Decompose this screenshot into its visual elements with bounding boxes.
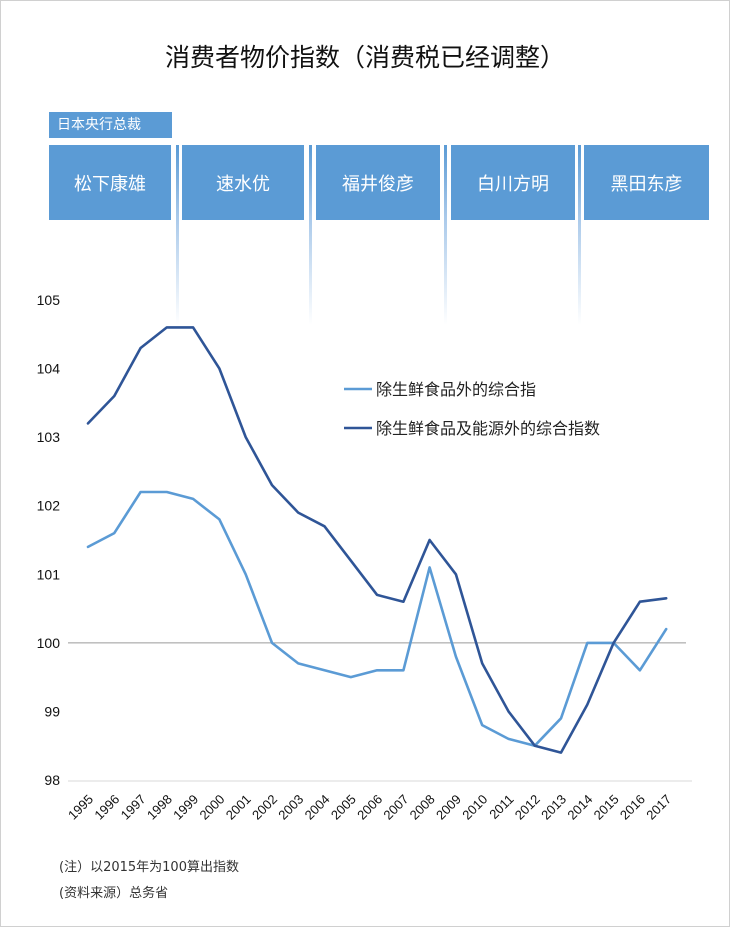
y-tick-label: 105 xyxy=(37,292,61,308)
governor-section-label: 日本央行总裁 xyxy=(49,112,172,138)
x-tick-label: 2009 xyxy=(433,792,464,823)
x-tick-label: 1997 xyxy=(118,792,149,823)
y-tick-label: 103 xyxy=(37,429,61,445)
x-tick-label: 2014 xyxy=(564,792,595,823)
x-tick-label: 2013 xyxy=(538,792,569,823)
y-tick-label: 99 xyxy=(44,703,60,719)
term-divider-4 xyxy=(578,145,581,325)
governor-box-3: 福井俊彦 xyxy=(316,145,440,220)
x-tick-label: 1999 xyxy=(170,792,201,823)
y-tick-label: 104 xyxy=(37,361,61,377)
x-tick-label: 2015 xyxy=(591,792,622,823)
series-line-1 xyxy=(86,490,668,748)
x-tick-label: 2010 xyxy=(459,792,490,823)
x-tick-label: 1995 xyxy=(65,792,96,823)
governor-box-1: 松下康雄 xyxy=(49,145,171,220)
x-tick-label: 2004 xyxy=(302,792,333,823)
series-line-2 xyxy=(86,326,668,754)
x-tick-label: 2007 xyxy=(380,792,411,823)
governor-box-2: 速水优 xyxy=(182,145,304,220)
x-tick-label: 1996 xyxy=(91,792,122,823)
x-tick-label: 2016 xyxy=(617,792,648,823)
x-tick-label: 2003 xyxy=(275,792,306,823)
x-tick-label: 2001 xyxy=(223,792,254,823)
x-tick-label: 2005 xyxy=(328,792,359,823)
x-tick-label: 2006 xyxy=(354,792,385,823)
term-divider-3 xyxy=(444,145,447,325)
y-tick-label: 98 xyxy=(44,772,60,788)
footnote-base-year: (注）以2015年为100算出指数 xyxy=(59,860,239,875)
governor-box-5: 黑田东彦 xyxy=(584,145,709,220)
footnote-source: (资料来源）总务省 xyxy=(59,886,169,901)
x-tick-label: 2002 xyxy=(249,792,280,823)
x-tick-label: 2017 xyxy=(643,792,674,823)
legend-label-2: 除生鲜食品及能源外的综合指数 xyxy=(376,419,600,438)
term-divider-1 xyxy=(176,145,179,325)
y-tick-label: 101 xyxy=(37,566,61,582)
x-tick-label: 2008 xyxy=(407,792,438,823)
governor-box-4: 白川方明 xyxy=(451,145,575,220)
legend-label-1: 除生鲜食品外的综合指 xyxy=(376,380,536,399)
x-tick-label: 2011 xyxy=(486,792,516,822)
chart-title: 消费者物价指数（消费税已经调整） xyxy=(164,43,565,72)
term-divider-2 xyxy=(309,145,312,325)
x-tick-label: 1998 xyxy=(144,792,175,823)
y-tick-label: 100 xyxy=(37,635,61,651)
x-tick-label: 2012 xyxy=(512,792,543,823)
y-tick-label: 102 xyxy=(37,498,61,514)
x-tick-label: 2000 xyxy=(196,792,227,823)
